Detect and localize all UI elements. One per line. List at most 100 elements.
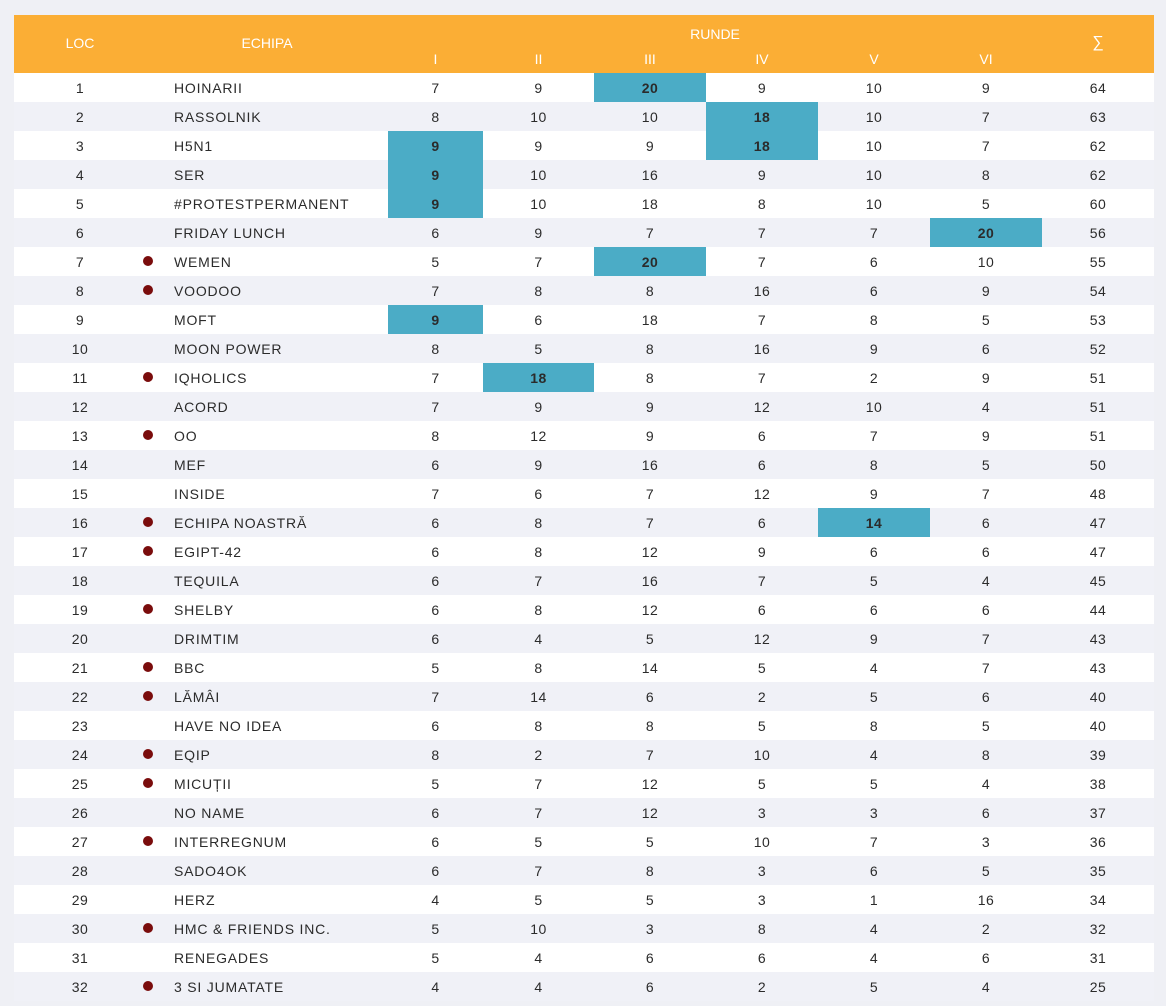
round-score-cell: 5 [818,566,930,595]
round-score-cell: 7 [388,392,483,421]
total-cell: 52 [1042,334,1154,363]
rank-cell: 5 [14,189,146,218]
round-score-cell: 7 [594,508,706,537]
round-score-cell: 8 [594,334,706,363]
round-score-cell: 10 [483,160,594,189]
team-cell: MEF [146,450,388,479]
round-score-cell: 9 [388,131,483,160]
round-score-cell: 10 [818,131,930,160]
total-cell: 48 [1042,479,1154,508]
team-name: VOODOO [174,282,242,299]
round-score-cell: 8 [818,450,930,479]
round-score-cell: 7 [818,218,930,247]
team-marker-icon [143,517,153,527]
total-cell: 51 [1042,363,1154,392]
header-loc: LOC [14,15,146,73]
table-row: 27 INTERREGNUM 6 5 5 10 7 3 36 [14,827,1154,856]
rank-cell: 25 [14,769,146,798]
round-score-cell: 10 [818,102,930,131]
team-cell: MICUȚII [143,769,388,798]
round-score-cell: 7 [483,566,594,595]
rank-cell: 7 [14,247,146,276]
round-score-cell: 18 [706,102,818,131]
round-score-cell: 12 [594,769,706,798]
round-score-cell: 9 [483,73,594,102]
round-score-cell: 10 [706,827,818,856]
round-score-cell: 7 [388,276,483,305]
round-score-cell: 5 [706,653,818,682]
round-score-cell: 9 [706,73,818,102]
round-score-cell: 5 [818,682,930,711]
team-cell: TEQUILA [146,566,388,595]
round-score-cell: 10 [818,160,930,189]
round-score-cell: 6 [388,508,483,537]
round-score-cell: 8 [388,334,483,363]
team-name: ECHIPA NOASTRĂ [174,514,308,531]
round-score-cell: 18 [706,131,818,160]
rank-cell: 11 [14,363,146,392]
round-score-cell: 14 [483,682,594,711]
header-round-2: II [483,44,594,73]
total-cell: 40 [1042,711,1154,740]
round-score-cell: 8 [388,421,483,450]
team-name: H5N1 [174,137,213,154]
round-score-cell: 10 [818,189,930,218]
round-score-cell: 3 [594,914,706,943]
total-cell: 45 [1042,566,1154,595]
team-name: BBC [174,659,206,676]
round-score-cell: 12 [706,479,818,508]
round-score-cell: 8 [818,305,930,334]
table-row: 28 SADO4OK 6 7 8 3 6 5 35 [14,856,1154,885]
round-score-cell: 8 [594,276,706,305]
round-score-cell: 7 [483,798,594,827]
total-cell: 56 [1042,218,1154,247]
round-score-cell: 6 [388,566,483,595]
round-score-cell: 5 [594,827,706,856]
round-score-cell: 8 [930,160,1042,189]
round-score-cell: 3 [930,827,1042,856]
team-marker-icon [143,691,153,701]
rank-cell: 17 [14,537,146,566]
rank-cell: 12 [14,392,146,421]
round-score-cell: 7 [483,769,594,798]
rank-cell: 29 [14,885,146,914]
round-score-cell: 6 [706,595,818,624]
round-score-cell: 4 [930,769,1042,798]
round-score-cell: 7 [706,218,818,247]
team-marker-icon [143,981,153,991]
team-cell: HERZ [146,885,388,914]
total-cell: 32 [1042,914,1154,943]
team-name: RENEGADES [174,949,270,966]
rank-cell: 13 [14,421,146,450]
round-score-cell: 10 [818,392,930,421]
round-score-cell: 8 [388,740,483,769]
table-row: 1 HOINARII 7 9 20 9 10 9 64 [14,73,1154,102]
table-row: 3 H5N1 9 9 9 18 10 7 62 [14,131,1154,160]
team-name: INSIDE [174,485,226,502]
round-score-cell: 9 [706,537,818,566]
table-row: 15 INSIDE 7 6 7 12 9 7 48 [14,479,1154,508]
total-cell: 53 [1042,305,1154,334]
rank-cell: 20 [14,624,146,653]
rank-cell: 14 [14,450,146,479]
header-round-1: I [388,44,483,73]
round-score-cell: 20 [594,247,706,276]
team-cell: VOODOO [143,276,388,305]
team-marker-icon [143,256,153,266]
round-score-cell: 9 [930,363,1042,392]
round-score-cell: 8 [483,595,594,624]
team-name: FRIDAY LUNCH [174,224,286,241]
team-cell: SADO4OK [146,856,388,885]
round-score-cell: 5 [483,885,594,914]
round-score-cell: 16 [594,450,706,479]
team-name: RASSOLNIK [174,108,262,125]
team-cell: HOINARII [146,73,388,102]
team-name: MOON POWER [174,340,283,357]
round-score-cell: 9 [483,392,594,421]
total-cell: 47 [1042,508,1154,537]
round-score-cell: 2 [706,972,818,1001]
team-name: EGIPT-42 [174,543,242,560]
team-marker-icon [143,923,153,933]
round-score-cell: 6 [388,218,483,247]
round-score-cell: 5 [706,711,818,740]
